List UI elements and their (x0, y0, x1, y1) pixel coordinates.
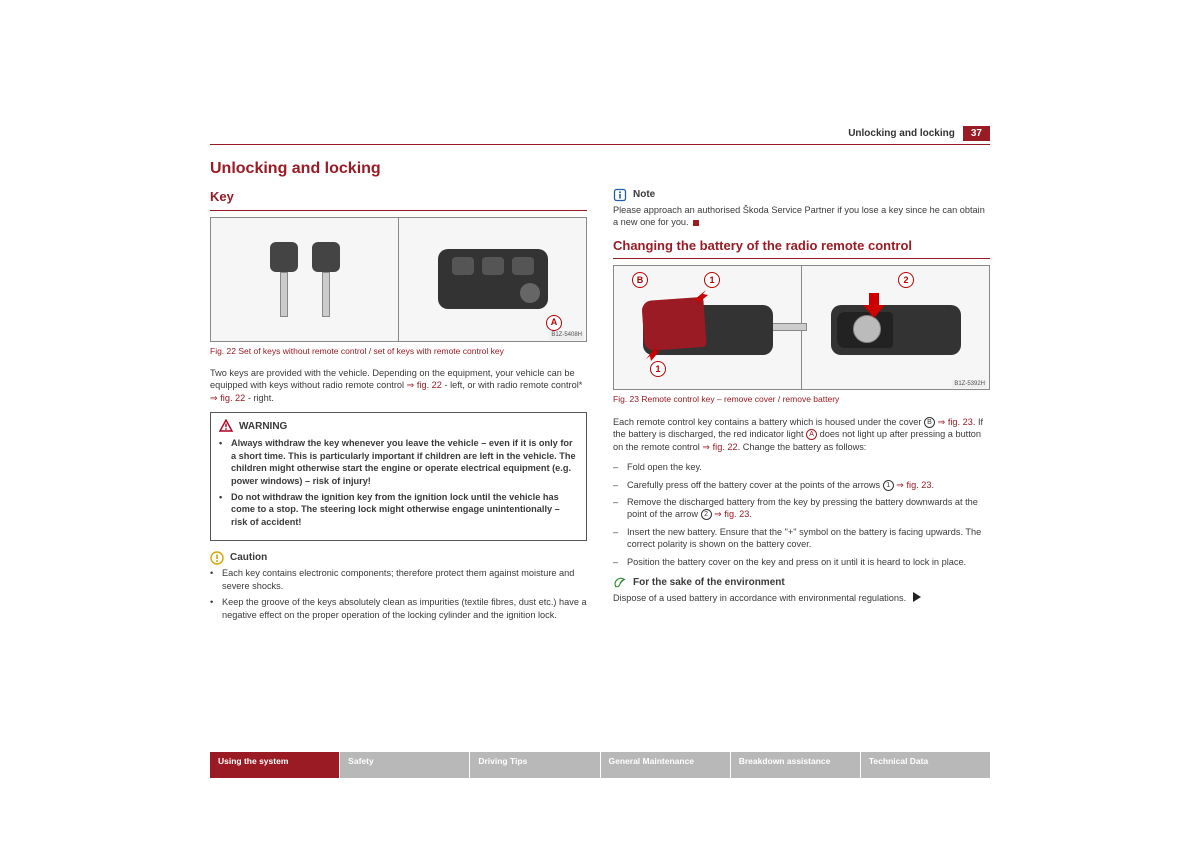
callout-1a: 1 (704, 272, 720, 288)
section-title-battery: Changing the battery of the radio remote… (613, 237, 990, 255)
steps-list: Fold open the key. Carefully press off t… (613, 461, 990, 568)
header-rule (210, 144, 990, 145)
intro-c: - right. (245, 393, 274, 403)
running-title: Unlocking and locking (848, 128, 955, 139)
caution-head: Caution (210, 551, 587, 565)
figure-23-code: B1Z-5392H (952, 380, 987, 388)
figure-22-caption: Fig. 22 Set of keys without remote contr… (210, 346, 587, 357)
environment-label: For the sake of the environment (633, 576, 785, 590)
right-column: Note Please approach an authorised Škoda… (613, 188, 990, 625)
arrow-2-icon (863, 293, 885, 319)
nav-tab-breakdown[interactable]: Breakdown assistance (731, 752, 861, 778)
section-rule (613, 258, 990, 259)
environment-text: Dispose of a used battery in accordance … (613, 592, 990, 605)
nav-tab-technical-data[interactable]: Technical Data (861, 752, 990, 778)
inline-callout-A: A (806, 429, 817, 440)
caution-item-1: Each key contains electronic components;… (210, 567, 587, 592)
key-fob-battery-icon (831, 295, 961, 360)
figure-22-code: B1Z-5408H (549, 331, 584, 339)
inline-callout-1: 1 (883, 480, 894, 491)
caution-list: Each key contains electronic components;… (210, 567, 587, 621)
note-text: Please approach an authorised Škoda Serv… (613, 204, 990, 229)
intro-paragraph: Two keys are provided with the vehicle. … (210, 367, 587, 404)
left-column: Key A (210, 188, 587, 625)
callout-A: A (546, 315, 562, 331)
nav-tab-safety[interactable]: Safety (340, 752, 470, 778)
figure-22-left (211, 218, 399, 341)
environment-head: For the sake of the environment (613, 576, 990, 590)
caution-icon (210, 551, 224, 565)
chapter-title: Unlocking and locking (210, 160, 990, 178)
figure-23-right: 2 (802, 266, 989, 389)
page-content: Unlocking and locking 37 Unlocking and l… (210, 130, 990, 625)
section-rule (210, 210, 587, 211)
nav-tab-using-system[interactable]: Using the system (210, 752, 340, 778)
warning-item-1: Always withdraw the key whenever you lea… (219, 437, 578, 487)
section-end-icon (693, 220, 699, 226)
warning-item-2: Do not withdraw the ignition key from th… (219, 491, 578, 528)
step-1: Fold open the key. (613, 461, 990, 473)
intro-b: - left, or with radio remote control* (442, 380, 582, 390)
note-label: Note (633, 188, 655, 202)
note-head: Note (613, 188, 990, 202)
callout-1b: 1 (650, 361, 666, 377)
step-4: Insert the new battery. Ensure that the … (613, 526, 990, 551)
environment-icon (613, 576, 627, 590)
inline-callout-2: 2 (701, 509, 712, 520)
bottom-nav-tabs: Using the system Safety Driving Tips Gen… (210, 752, 990, 778)
warning-list: Always withdraw the key whenever you lea… (219, 437, 578, 528)
step-2: Carefully press off the battery cover at… (613, 479, 990, 491)
warning-box: WARNING Always withdraw the key whenever… (210, 412, 587, 541)
continue-arrow-icon (913, 592, 921, 605)
nav-tab-general-maintenance[interactable]: General Maintenance (601, 752, 731, 778)
fig-ref-22b: ⇒ fig. 22 (210, 393, 245, 403)
warning-label: WARNING (239, 420, 287, 434)
battery-paragraph: Each remote control key contains a batte… (613, 416, 990, 453)
arrow-1a-icon (692, 288, 710, 306)
callout-B: B (632, 272, 648, 288)
figure-23-left: B 1 1 (614, 266, 802, 389)
step-3: Remove the discharged battery from the k… (613, 496, 990, 521)
caution-label: Caution (230, 551, 267, 565)
warning-icon (219, 419, 233, 433)
remote-key-icon (438, 249, 548, 309)
figure-23: B 1 1 2 (613, 265, 990, 390)
note-icon (613, 188, 627, 202)
key-plain-1-icon (270, 242, 298, 317)
figure-22: A B1Z-5408H (210, 217, 587, 342)
callout-2: 2 (898, 272, 914, 288)
step-5: Position the battery cover on the key an… (613, 556, 990, 568)
key-plain-2-icon (312, 242, 340, 317)
inline-callout-B: B (924, 417, 935, 428)
nav-tab-driving-tips[interactable]: Driving Tips (470, 752, 600, 778)
section-title-key: Key (210, 188, 587, 206)
running-header: Unlocking and locking 37 (848, 126, 990, 141)
page-number: 37 (963, 126, 990, 141)
caution-item-2: Keep the groove of the keys absolutely c… (210, 596, 587, 621)
fig-ref-22a: ⇒ fig. 22 (407, 380, 442, 390)
figure-22-right: A (399, 218, 586, 341)
figure-23-caption: Fig. 23 Remote control key – remove cove… (613, 394, 990, 405)
two-column-layout: Key A (210, 188, 990, 625)
arrow-1b-icon (644, 343, 662, 361)
